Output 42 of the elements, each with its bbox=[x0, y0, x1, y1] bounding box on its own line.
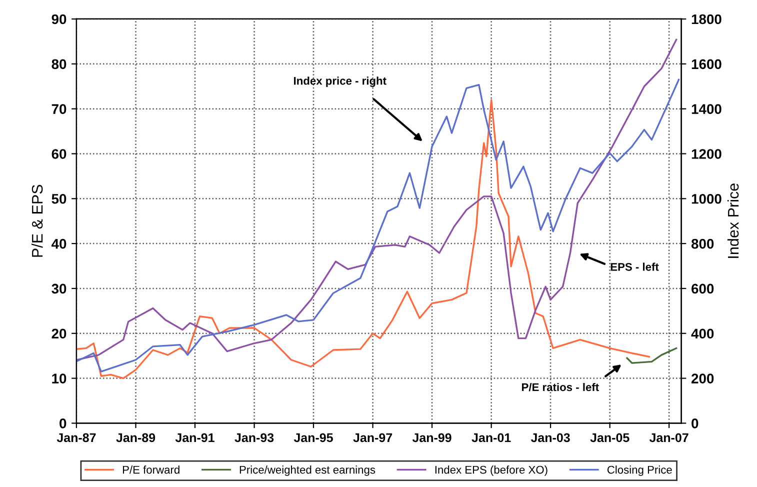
y2-tick-label: 600 bbox=[692, 284, 714, 294]
y2-axis-title: Index Price bbox=[727, 184, 739, 258]
y-tick-label: 60 bbox=[52, 149, 66, 159]
legend-label: Price/weighted est earnings bbox=[240, 466, 376, 476]
y-tick-label: 10 bbox=[52, 374, 66, 384]
y2-tick-label: 800 bbox=[691, 238, 714, 249]
x-tick-label: Jan-89 bbox=[116, 433, 156, 442]
x-tick-label: Jan-93 bbox=[234, 433, 274, 442]
x-tick-label: Jan-87 bbox=[56, 433, 96, 442]
y-tick-label: 80 bbox=[52, 59, 66, 70]
y-tick-label: 40 bbox=[52, 238, 66, 249]
y-axis-title: P/E & EPS bbox=[31, 184, 43, 257]
x-tick-label: Jan-07 bbox=[649, 433, 688, 442]
annotation: Index price - right bbox=[294, 76, 386, 88]
y-tick-label: 30 bbox=[52, 284, 66, 294]
y-tick-label: 70 bbox=[52, 104, 66, 114]
y-tick-label: 0 bbox=[60, 418, 66, 428]
line-series bbox=[76, 38, 678, 361]
y2-tick-label: 400 bbox=[691, 328, 714, 339]
y2-tick-label: 1400 bbox=[692, 104, 722, 114]
legend-label: Index EPS (before XO) bbox=[435, 466, 548, 476]
y2-tick-label: 1600 bbox=[692, 59, 722, 70]
x-tick-label: Jan-95 bbox=[294, 433, 333, 442]
x-tick-label: Jan-99 bbox=[412, 433, 452, 442]
annotation: EPS - left bbox=[610, 262, 659, 271]
x-tick-label: Jan-01 bbox=[472, 433, 511, 442]
y2-tick-label: 200 bbox=[692, 374, 714, 384]
x-tick-label: Jan-05 bbox=[590, 433, 630, 442]
legend-label: Closing Price bbox=[607, 466, 672, 476]
y-tick-label: 90 bbox=[52, 14, 66, 24]
y2-tick-label: 1000 bbox=[692, 194, 722, 204]
line-series bbox=[626, 347, 678, 364]
legend-label: P/E forward bbox=[122, 466, 180, 474]
y2-tick-label: 1200 bbox=[692, 149, 722, 159]
x-tick-label: Jan-97 bbox=[353, 433, 392, 442]
y2-tick-label: 0 bbox=[692, 418, 698, 428]
y2-tick-label: 1800 bbox=[692, 14, 722, 24]
y-tick-label: 50 bbox=[52, 194, 66, 204]
y-tick-label: 20 bbox=[52, 328, 66, 339]
x-tick-label: Jan-03 bbox=[530, 433, 570, 442]
annotation: P/E ratios - left bbox=[522, 382, 599, 392]
x-tick-label: Jan-91 bbox=[175, 433, 214, 442]
